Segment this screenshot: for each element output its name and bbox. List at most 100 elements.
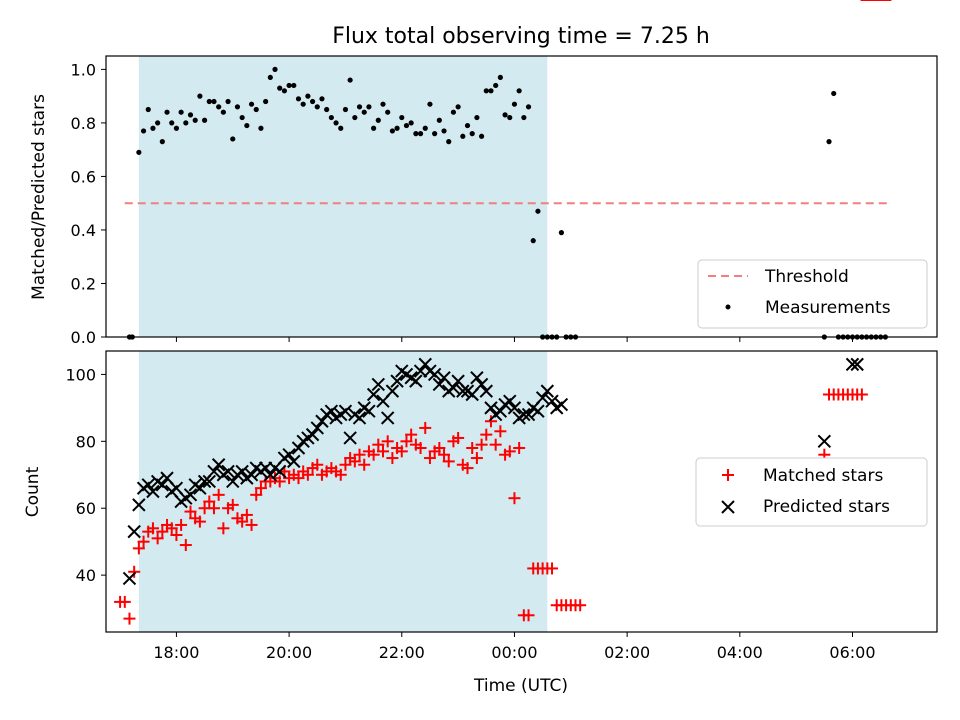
measurement-point	[216, 104, 222, 110]
matched-star-point	[334, 468, 347, 481]
x-tick-label: 22:00	[379, 643, 425, 662]
matched-star-point	[438, 448, 451, 461]
legend-matched-label: Matched stars	[763, 466, 883, 486]
legend-threshold-label: Threshold	[764, 267, 849, 287]
predicted-star-point	[479, 384, 493, 398]
matched-star-point	[170, 528, 183, 541]
top-y-axis: 0.0 0.2 0.4 0.6 0.8 1.0	[71, 60, 106, 347]
measurement-point	[225, 98, 231, 105]
matched-star-point	[381, 435, 394, 448]
matched-star-point	[855, 388, 868, 401]
measurement-point	[211, 98, 217, 105]
predicted-star-point	[456, 384, 470, 398]
predicted-star-point	[235, 464, 249, 479]
matched-star-point	[184, 505, 197, 518]
measurement-point	[380, 101, 386, 107]
predicted-star-point	[427, 367, 442, 382]
matched-star-point	[203, 495, 216, 508]
measurement-point	[422, 125, 428, 131]
bottom-shaded-region	[138, 351, 548, 632]
top-y-tick-label: 0.8	[71, 114, 96, 133]
measurement-point	[155, 120, 161, 126]
top-plot-frame	[105, 55, 938, 338]
measurement-point	[145, 106, 151, 113]
bottom-y-tick-label: 100	[65, 365, 96, 384]
predicted-star-stroke	[409, 374, 423, 388]
predicted-star-point	[817, 434, 832, 449]
measurement-point	[286, 82, 292, 89]
predicted-star-stroke	[193, 481, 207, 495]
matched-star-point	[574, 599, 587, 612]
matched-star-point	[123, 612, 136, 625]
matched-star-point	[146, 522, 159, 535]
predicted-star-stroke	[338, 404, 353, 418]
predicted-star-stroke	[470, 371, 484, 385]
measurement-point	[493, 82, 499, 89]
matched-star-point	[217, 522, 230, 535]
predicted-star-stroke	[207, 464, 221, 479]
measurement-point	[272, 66, 278, 72]
legend-measurements-label: Measurements	[765, 298, 891, 318]
predicted-star-point	[263, 468, 278, 482]
predicted-star-stroke	[273, 464, 287, 479]
predicted-star-point	[183, 488, 198, 502]
measurement-point	[488, 88, 494, 94]
top-legend: Threshold Measurements	[697, 259, 928, 329]
measurement-point	[427, 101, 433, 107]
matched-star-point	[193, 515, 206, 528]
measurement-point	[511, 101, 518, 107]
predicted-star-point	[343, 431, 357, 445]
measurement-point	[342, 106, 349, 113]
predicted-star-point	[122, 571, 137, 586]
matched-star-point	[494, 425, 507, 438]
matched-star-point	[132, 542, 145, 555]
predicted-star-point	[507, 401, 522, 415]
x-tick-label: 02:00	[604, 643, 650, 662]
predicted-star-point	[432, 377, 447, 392]
predicted-star-point	[207, 464, 221, 479]
matched-star-point	[137, 535, 150, 548]
matched-star-point	[414, 442, 427, 455]
predicted-star-stroke	[263, 468, 278, 482]
predicted-star-point	[850, 357, 864, 372]
predicted-star-stroke	[155, 478, 170, 492]
predicted-star-point	[310, 421, 324, 435]
measurement-point	[159, 139, 165, 145]
predicted-star-point	[132, 498, 146, 512]
measurement-point	[248, 101, 255, 107]
measurement-point	[150, 125, 156, 131]
measurement-point	[300, 101, 306, 107]
measurement-point	[516, 88, 522, 94]
predicted-star-point	[554, 397, 569, 412]
predicted-star-point	[244, 468, 259, 482]
predicted-star-stroke	[817, 434, 832, 449]
measurement-point	[319, 96, 325, 102]
measurement-point	[417, 131, 424, 137]
measurement-point	[474, 114, 480, 121]
measurement-point	[502, 112, 508, 118]
predicted-star-point	[362, 404, 376, 418]
bottom-x-axis: 18:00 20:00 22:00 00:00 02:00 04:00 06:00	[153, 632, 876, 662]
predicted-star-stroke	[244, 468, 259, 482]
matched-star-point	[151, 532, 164, 545]
predicted-star-stroke	[531, 404, 545, 418]
matched-star-point	[470, 452, 483, 465]
matched-star-point	[226, 498, 239, 511]
predicted-star-stroke	[282, 447, 296, 462]
predicted-star-point	[155, 478, 170, 492]
predicted-star-stroke	[432, 377, 447, 392]
predicted-star-stroke	[141, 478, 155, 492]
matched-star-point	[301, 468, 314, 481]
predicted-star-stroke	[127, 524, 141, 539]
predicted-star-point	[535, 391, 550, 405]
matched-star-point	[311, 458, 324, 471]
bottom-panel: 40 60 80 100 18:00 20:00 22:00 00:00 02:00 04:00…	[23, 0, 938, 696]
top-y-tick-label: 0.6	[71, 167, 96, 186]
matched-star-point	[250, 488, 263, 501]
predicted-star-point	[287, 454, 301, 469]
predicted-star-point	[371, 377, 386, 392]
predicted-star-stroke	[437, 371, 451, 385]
predicted-star-stroke	[352, 411, 367, 425]
matched-star-point	[212, 488, 225, 501]
matched-star-point	[546, 562, 559, 575]
